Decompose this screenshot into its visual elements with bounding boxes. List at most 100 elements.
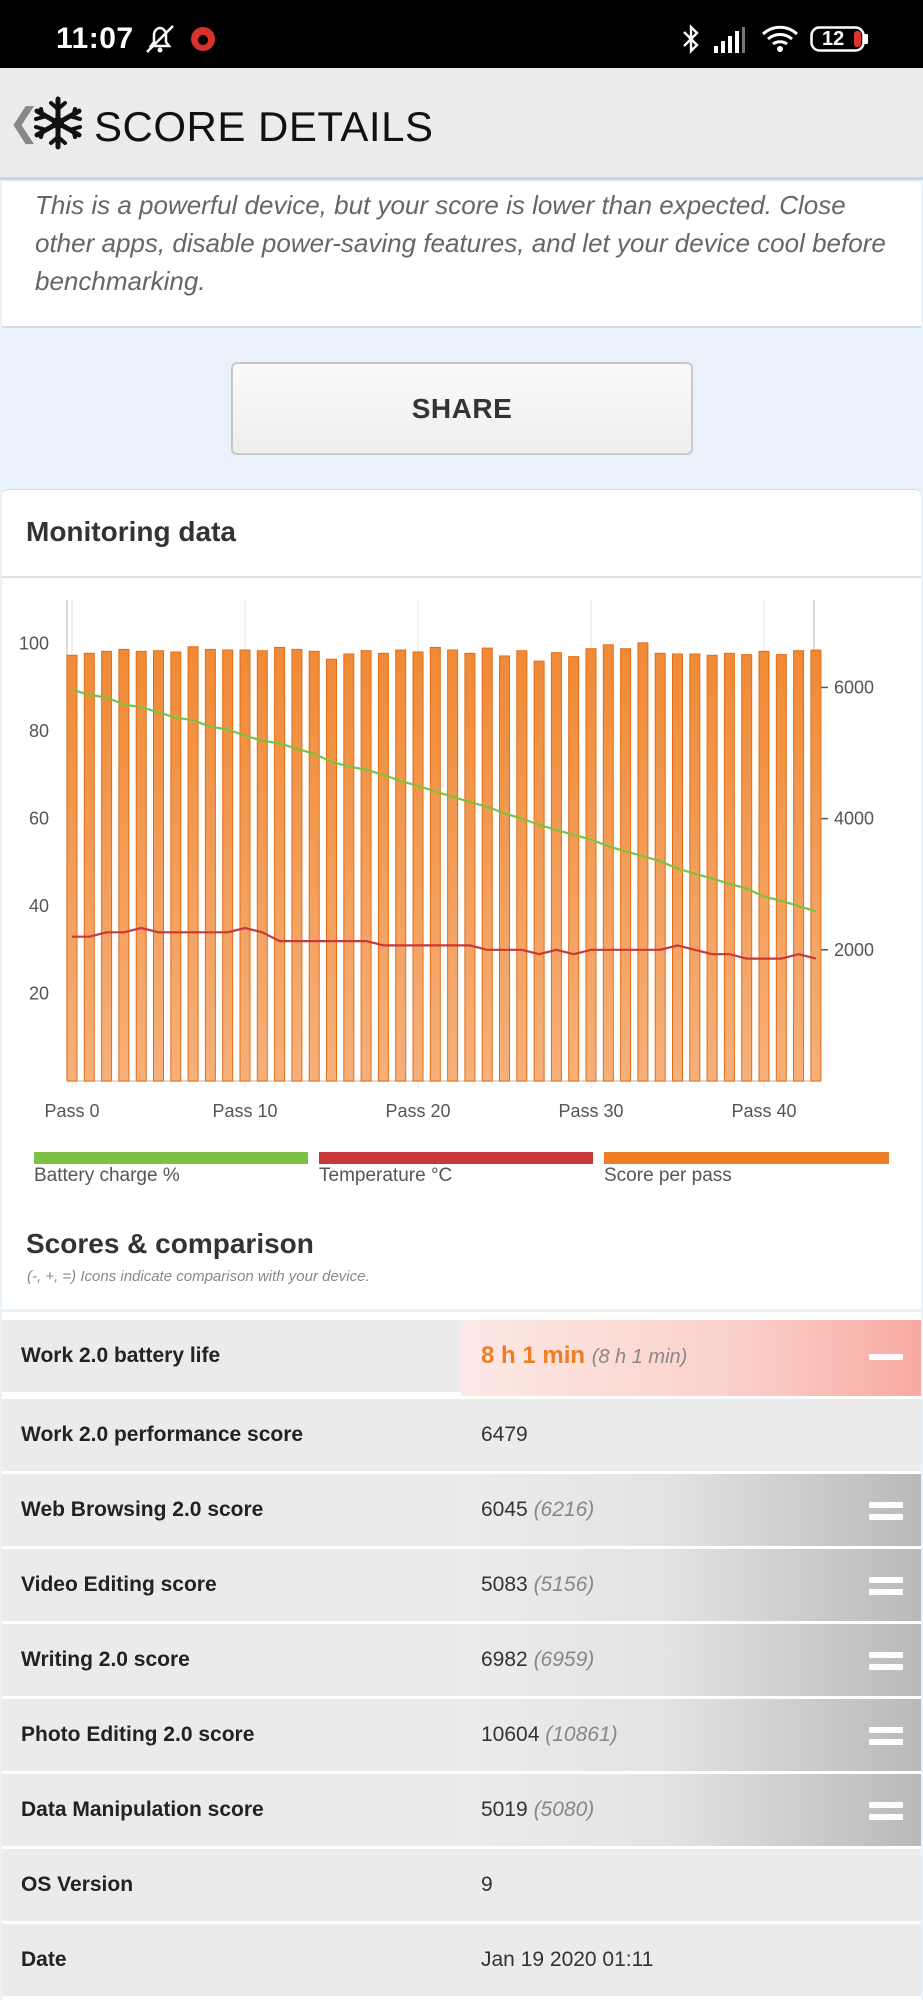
row-label: Photo Editing 2.0 score [21,1723,255,1746]
table-row[interactable]: OS Version 9 [2,1849,921,1921]
score-bar [222,649,234,1082]
equals-icon [869,1652,903,1670]
left-tick-label: 100 [19,634,49,654]
monitoring-card: Monitoring data Pass 0 Pass 10 Pass 20 Pass… [2,489,921,1309]
score-bar [204,648,216,1082]
score-bar [793,650,805,1082]
score-bar [568,656,580,1082]
row-reference: (6216) [533,1498,595,1521]
score-bar [429,646,441,1082]
row-label: Date [21,1948,67,1971]
score-bar [326,658,337,1082]
score-bar [741,654,753,1082]
monitoring-chart: Pass 0 Pass 10 Pass 20 Pass 30 Pass 40 20 40 60… [19,600,874,1121]
row-reference: (8 h 1 min) [591,1346,688,1368]
minus-icon [869,1354,903,1372]
performance-notice: This is a powerful device, but your scor… [2,182,921,328]
row-label: Video Editing score [21,1573,217,1596]
table-row[interactable]: Work 2.0 performance score 6479 [2,1399,921,1471]
score-bar [620,648,632,1082]
score-bar [706,654,718,1082]
score-bar [308,650,320,1082]
row-label: Web Browsing 2.0 score [21,1498,264,1521]
score-bar [654,652,666,1082]
equals-icon [869,1802,903,1820]
score-bar [775,654,787,1082]
table-row[interactable]: Date Jan 19 2020 01:11 [2,1924,921,1996]
app-badge-icon [188,24,218,59]
scores-table: Work 2.0 battery life 8 h 1 min (8 h 1 m… [2,1312,921,2000]
score-bar [723,652,735,1082]
score-bar [447,649,459,1082]
right-tick-label: 6000 [834,677,874,697]
x-tick-label: Pass 10 [212,1101,277,1121]
x-tick-label: Pass 0 [44,1101,99,1121]
score-bar [602,644,614,1082]
score-bar [637,642,649,1082]
row-reference: (10861) [545,1723,618,1746]
score-bar [412,651,424,1082]
table-row[interactable]: Web Browsing 2.0 score 6045 (6216) [2,1474,921,1546]
right-tick-label: 4000 [834,809,874,829]
row-value: 10604 (10861) [481,1723,618,1746]
muted-bell-icon [143,22,177,61]
left-tick-label: 40 [29,896,49,916]
wifi-icon [760,24,800,59]
row-value: 8 h 1 min (8 h 1 min) [481,1342,688,1369]
right-tick-label: 2000 [834,940,874,960]
score-bar [516,650,528,1082]
row-value-cell: 9 [461,1849,921,1921]
back-chevron-icon[interactable]: ❮ [8,102,40,144]
row-value-cell: 6045 (6216) [461,1474,921,1546]
share-button[interactable]: SHARE [231,362,693,455]
score-bar [395,649,407,1082]
row-value: Jan 19 2020 01:11 [481,1948,654,1971]
row-label: Work 2.0 battery life [21,1344,221,1367]
score-bar [83,652,95,1082]
equals-icon [869,1502,903,1520]
bluetooth-icon [680,24,702,59]
x-tick-label: Pass 30 [558,1101,623,1121]
row-value-cell: 5019 (5080) [461,1774,921,1846]
left-tick-label: 60 [29,809,49,829]
table-row[interactable]: Data Manipulation score 5019 (5080) [2,1774,921,1846]
row-value-cell: Jan 19 2020 01:11 [461,1924,921,1996]
left-tick-label: 80 [29,721,49,741]
row-label: Data Manipulation score [21,1798,264,1821]
legend-label-score: Score per pass [604,1165,732,1186]
row-value: 5019 (5080) [481,1798,595,1821]
score-bar [499,655,510,1082]
score-bar [533,660,545,1082]
score-bar [291,648,303,1082]
score-bar [464,652,476,1082]
table-row[interactable]: Work 2.0 battery life 8 h 1 min (8 h 1 m… [2,1320,921,1396]
row-value: 6045 (6216) [481,1498,595,1521]
snowflake-logo-icon [30,95,86,156]
score-bar [343,653,355,1082]
equals-icon [869,1577,903,1595]
notice-text: This is a powerful device, but your scor… [35,190,886,296]
status-bar: 11:07 12 [0,0,923,68]
legend-label-battery: Battery charge % [34,1165,180,1186]
row-reference: (5156) [533,1573,595,1596]
row-reference: (6959) [533,1648,595,1671]
row-value-cell: 8 h 1 min (8 h 1 min) [461,1320,921,1396]
score-bar [689,653,701,1082]
scores-title: Scores & comparison [26,1228,314,1259]
page-title: SCORE DETAILS [94,103,434,150]
legend-swatch-battery [34,1152,308,1164]
temperature-line [72,926,817,960]
table-row[interactable]: Photo Editing 2.0 score 10604 (10861) [2,1699,921,1771]
score-bar [481,647,493,1082]
table-row[interactable]: Video Editing score 5083 (5156) [2,1549,921,1621]
equals-icon [869,1727,903,1745]
score-bar [550,652,562,1082]
row-value: 5083 (5156) [481,1573,595,1596]
monitoring-title: Monitoring data [26,516,236,547]
cellular-signal-icon [712,26,746,59]
row-value: 6479 [481,1423,528,1446]
legend-swatch-temperature [319,1152,593,1164]
table-row[interactable]: Writing 2.0 score 6982 (6959) [2,1624,921,1696]
score-bar [377,652,389,1082]
score-bar [66,654,78,1082]
